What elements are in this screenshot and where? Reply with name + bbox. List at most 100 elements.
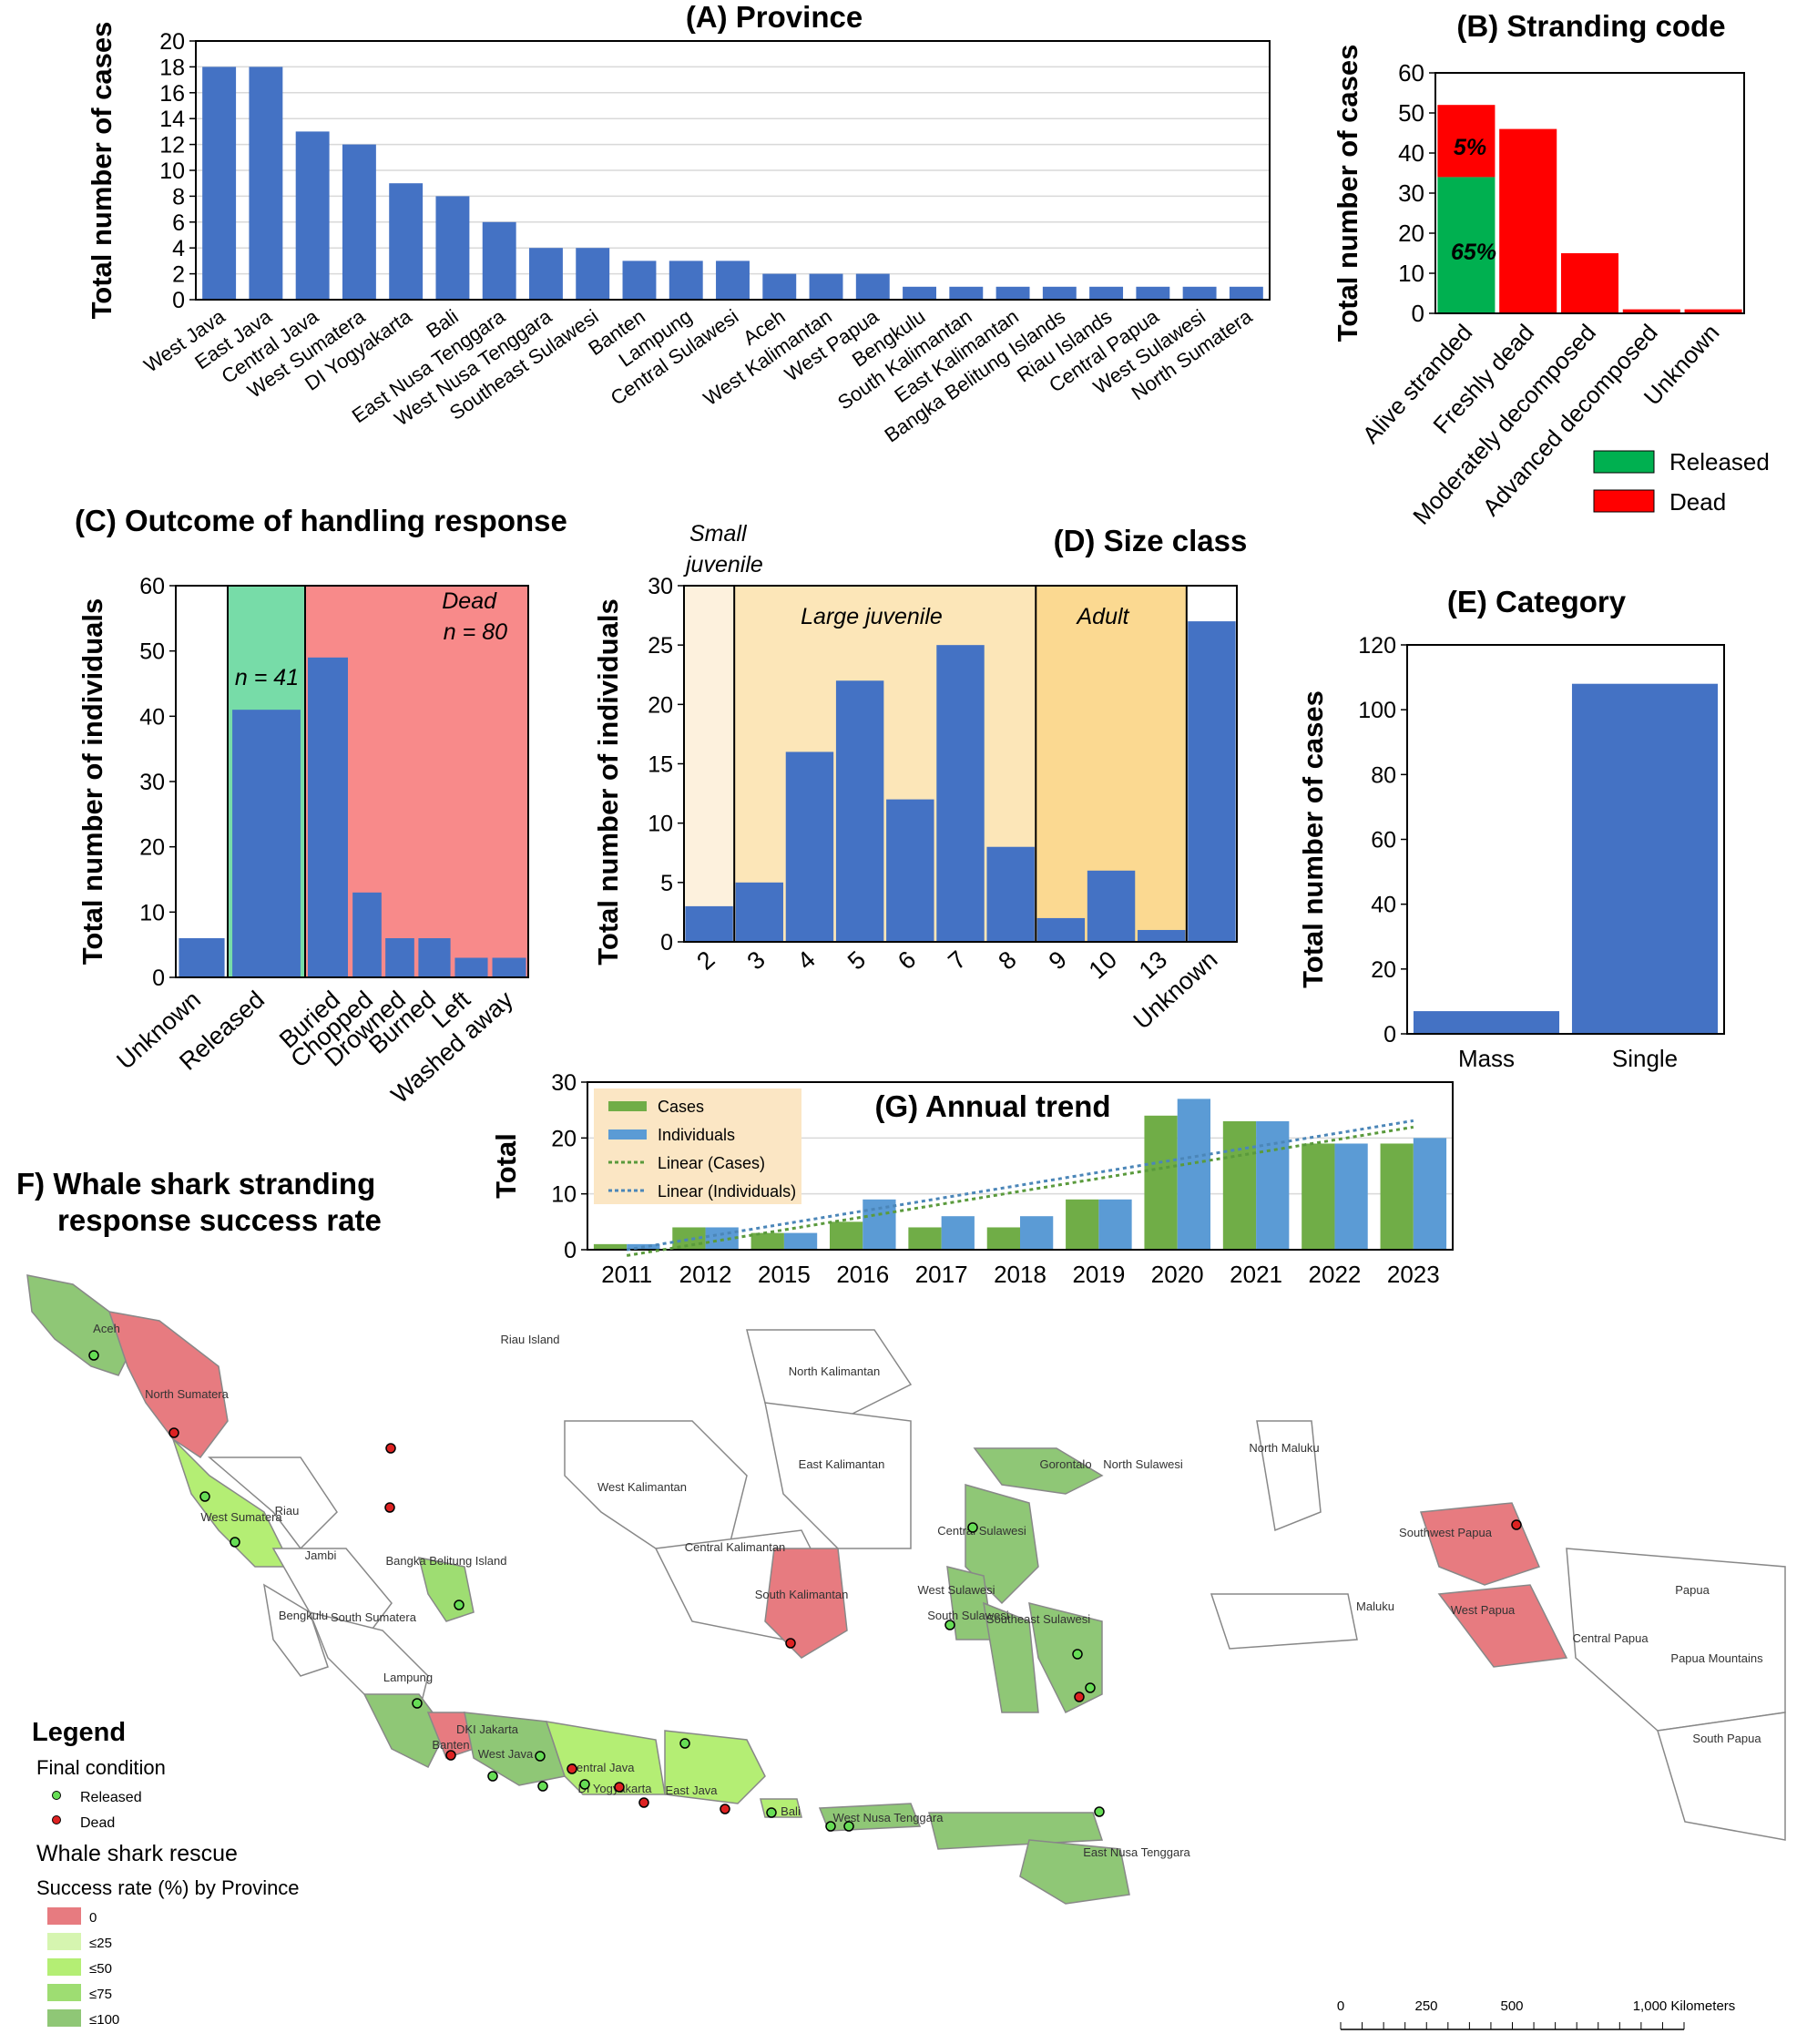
y-tick-label: 30: [1398, 179, 1424, 207]
bar-dead: [1684, 309, 1742, 313]
map-label: East Nusa Tenggara: [1083, 1845, 1190, 1859]
legend-label-individuals: Individuals: [658, 1126, 735, 1144]
bar: [1042, 286, 1077, 300]
map-label: West Sulawesi: [917, 1583, 995, 1597]
x-tick-label: 8: [993, 945, 1021, 975]
y-tick-label: 10: [159, 158, 185, 184]
central-java-shape: [545, 1721, 666, 1795]
y-tick-label: 20: [159, 29, 185, 55]
bar: [1182, 286, 1217, 300]
legend-label-linear-cases: Linear (Cases): [658, 1154, 765, 1172]
bar: [1138, 929, 1186, 942]
bar-individuals: [1334, 1143, 1368, 1250]
bar-cases: [593, 1243, 628, 1250]
zone-label-small-juvenile-2: juvenile: [683, 552, 763, 577]
bar-individuals: [1256, 1120, 1290, 1250]
gorontalo-shape: [973, 1447, 1104, 1495]
released-marker: [825, 1821, 836, 1832]
map-label: DKI Jakarta: [456, 1722, 519, 1736]
x-tick-label: 4: [792, 945, 821, 975]
y-tick-label: 2: [172, 262, 185, 288]
y-tick-label: 30: [551, 1070, 577, 1096]
bar: [576, 248, 610, 300]
legend-swatch-dead: [1593, 489, 1655, 513]
legend-class-swatch: [47, 2009, 81, 2027]
bar: [179, 938, 225, 977]
map-label: Jambi: [305, 1548, 337, 1562]
y-tick-label: 10: [551, 1182, 577, 1208]
bar: [232, 710, 301, 977]
bar: [685, 905, 733, 942]
timor-shape: [1019, 1839, 1130, 1905]
bar-cases: [750, 1232, 784, 1250]
north-sumatera-shape: [107, 1311, 229, 1459]
trendline: [626, 1125, 1414, 1257]
y-tick-label: 4: [172, 236, 185, 261]
x-tick-label: 2022: [1309, 1261, 1362, 1288]
annotation-dead-pct: 5%: [1454, 135, 1486, 160]
y-tick-label: 20: [1398, 220, 1424, 247]
bar-dead: [1437, 105, 1496, 178]
bar: [308, 657, 348, 977]
central-sulawesi-shape: [965, 1484, 1039, 1605]
bar-cases: [1066, 1199, 1099, 1250]
west-java-shape: [464, 1712, 566, 1786]
y-tick-label: 15: [648, 752, 673, 778]
released-marker: [535, 1751, 546, 1762]
bar: [785, 751, 834, 942]
west-papua-shape: [1437, 1584, 1568, 1668]
map-label: Central Sulawesi: [937, 1524, 1026, 1538]
map-legend-heading: Legend: [32, 1718, 126, 1747]
scale-label: 1,000 Kilometers: [1633, 1998, 1736, 2014]
south-sulawesi-shape: [983, 1601, 1039, 1713]
map-legend-dead: Dead: [80, 1815, 115, 1831]
bar-cases: [908, 1227, 942, 1250]
dead-marker: [1511, 1519, 1522, 1530]
legend-dead-marker: [52, 1815, 61, 1824]
bar: [1136, 286, 1170, 300]
dead-marker: [1074, 1691, 1085, 1702]
y-axis-label: Total number of cases: [1297, 690, 1329, 988]
dead-marker: [384, 1502, 395, 1513]
map-label: Bali: [781, 1804, 801, 1818]
plot-frame: [195, 40, 1271, 301]
bar: [529, 248, 563, 300]
map-label: Banten: [432, 1738, 469, 1752]
bar-individuals: [1098, 1199, 1132, 1250]
zone-label-small-juvenile: Small: [689, 521, 748, 547]
x-tick-label: 6: [893, 945, 921, 975]
legend-class-swatch: [47, 1958, 81, 1976]
x-tick-label: 2011: [601, 1261, 652, 1288]
y-tick-label: 12: [159, 133, 185, 158]
zone-large-juvenile: [734, 586, 1036, 942]
bar-cases: [1380, 1143, 1414, 1250]
bar-cases: [986, 1227, 1020, 1250]
map-legend-final-condition: Final condition: [36, 1756, 166, 1779]
map-label: South Sulawesi: [927, 1609, 1009, 1622]
map-label: Gorontalo: [1039, 1457, 1091, 1471]
bar: [454, 957, 488, 977]
bar: [1087, 870, 1136, 942]
map-legend-success: Success rate (%) by Province: [36, 1876, 300, 1899]
released-marker: [944, 1620, 955, 1630]
map-legend-rescue: Whale shark rescue: [36, 1841, 238, 1866]
map-label: West Papua: [1451, 1603, 1516, 1617]
y-tick-label: 50: [139, 639, 165, 665]
released-marker: [199, 1491, 210, 1502]
released-marker: [537, 1781, 548, 1792]
y-tick-label: 0: [172, 288, 185, 313]
map-title: F) Whale shark stranding: [16, 1167, 375, 1201]
map-label: West Kalimantan: [597, 1480, 687, 1494]
legend-swatch-individuals: [608, 1129, 647, 1140]
bar: [835, 680, 884, 942]
map-label: East Java: [665, 1783, 718, 1797]
y-tick-label: 30: [139, 770, 165, 795]
chart-E: 0 20 40 60 80 100 120 Mass Single Total number of…: [1297, 585, 1725, 1072]
y-tick-label: 100: [1358, 698, 1396, 723]
zone-label-adult: Adult: [1076, 604, 1130, 629]
bar: [1188, 621, 1236, 942]
y-tick-label: 10: [139, 900, 165, 925]
x-tick-label: 2019: [1072, 1261, 1125, 1288]
dead-marker: [385, 1443, 396, 1454]
map-label: North Maluku: [1249, 1441, 1319, 1455]
